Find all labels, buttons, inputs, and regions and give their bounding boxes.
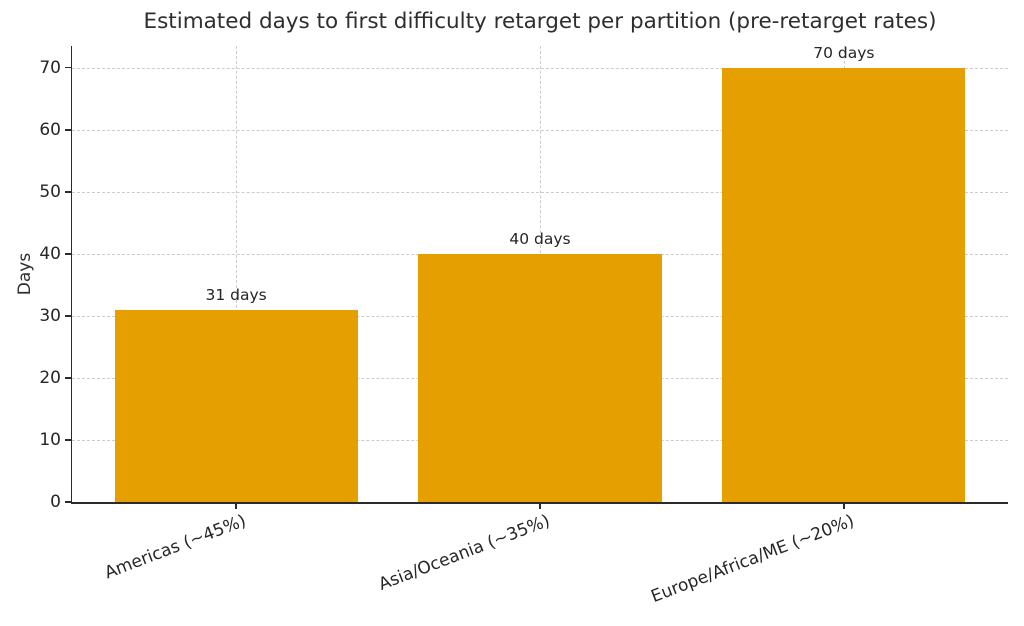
bar-value-label: 31 days	[205, 285, 267, 304]
y-tick-label: 50	[39, 181, 61, 202]
y-tick-label: 20	[39, 367, 61, 388]
y-tick	[65, 501, 71, 503]
x-tick-label: Asia/Oceania (~35%)	[376, 511, 554, 595]
y-tick	[65, 191, 71, 193]
x-tick	[235, 503, 237, 509]
y-tick-label: 70	[39, 57, 61, 78]
y-axis-spine	[70, 46, 72, 504]
y-tick-label: 60	[39, 119, 61, 140]
y-tick	[65, 129, 71, 131]
x-tick-label: Europe/Africa/ME (~20%)	[648, 511, 858, 608]
v-gridline	[236, 46, 238, 502]
y-tick	[65, 253, 71, 255]
y-tick-label: 40	[39, 243, 61, 264]
y-tick	[65, 66, 71, 69]
bar	[418, 253, 662, 502]
chart-title: Estimated days to first difficulty retar…	[143, 9, 937, 34]
x-tick	[539, 503, 541, 509]
bar	[722, 67, 966, 502]
bar-value-label: 70 days	[813, 43, 875, 62]
x-tick	[843, 503, 845, 509]
y-tick-label: 10	[39, 429, 61, 450]
x-axis-spine	[70, 502, 1008, 504]
bar-value-label: 40 days	[509, 229, 571, 248]
y-tick-label: 0	[50, 492, 61, 512]
bar	[114, 309, 358, 502]
y-tick	[65, 377, 71, 379]
x-tick-label: Americas (~45%)	[102, 511, 250, 584]
y-tick	[65, 315, 71, 317]
y-tick-label: 30	[39, 305, 61, 326]
y-tick	[65, 439, 71, 441]
